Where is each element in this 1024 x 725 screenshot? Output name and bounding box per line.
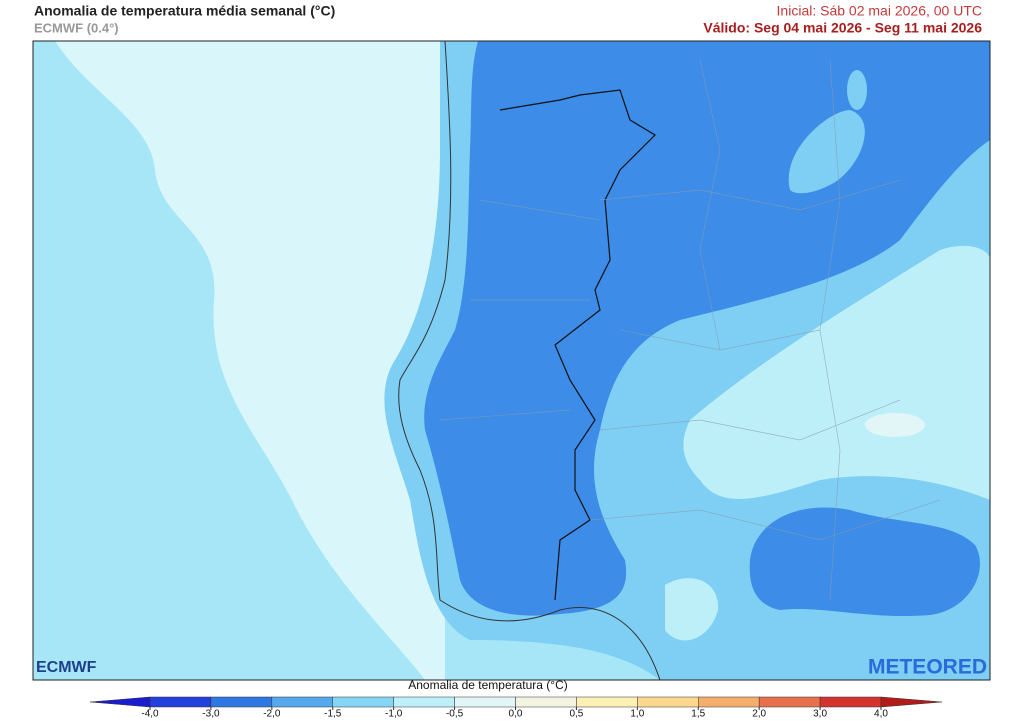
colorbar-segment bbox=[819, 696, 882, 708]
colorbar-tick-label: -4,0 bbox=[141, 709, 159, 720]
colorbar-segment bbox=[515, 696, 577, 708]
colorbar-tick-label: 2,0 bbox=[752, 709, 766, 720]
colorbar-tick-label: -3,0 bbox=[202, 709, 220, 720]
colorbar-segment bbox=[454, 696, 516, 708]
colorbar-tick-label: 0,0 bbox=[509, 709, 523, 720]
colorbar-segment bbox=[576, 696, 638, 708]
colorbar-tick-label: -1,5 bbox=[324, 709, 342, 720]
colorbar-segment bbox=[271, 696, 334, 708]
meteored-logo: METEORED bbox=[868, 656, 987, 679]
valid-date: Válido: Seg 04 mai 2026 - Seg 11 mai 202… bbox=[703, 20, 982, 36]
ecmwf-logo: ECMWF bbox=[36, 659, 97, 676]
subtitle: ECMWF (0.4°) bbox=[34, 20, 119, 35]
colorbar-tick-label: 3,0 bbox=[813, 709, 827, 720]
colorbar-segment bbox=[758, 696, 821, 708]
colorbar-tick-label: 1,5 bbox=[691, 709, 705, 720]
colorbar-tick-label: -2,0 bbox=[263, 709, 281, 720]
colorbar-segment bbox=[149, 696, 212, 708]
colorbar-title: Anomalia de temperatura (°C) bbox=[408, 678, 568, 692]
colorbar-tick-label: -0,5 bbox=[446, 709, 464, 720]
colorbar-segment bbox=[698, 696, 760, 708]
title: Anomalia de temperatura média semanal (°… bbox=[34, 3, 335, 19]
initial-date: Inicial: Sáb 02 mai 2026, 00 UTC bbox=[777, 3, 982, 19]
map: ECMWF METEORED bbox=[32, 40, 991, 681]
colorbar-segment bbox=[332, 696, 394, 708]
colorbar-tick-label: 4,0 bbox=[874, 709, 888, 720]
colorbar-segment bbox=[210, 696, 273, 708]
colorbar-arrow bbox=[89, 696, 151, 708]
colorbar-segment bbox=[393, 696, 455, 708]
colorbar: Anomalia de temperatura (°C) -4,0 -3,0 -2,… bbox=[89, 678, 943, 720]
colorbar-tick-label: -1,0 bbox=[385, 709, 403, 720]
colorbar-tick-label: 0,5 bbox=[569, 709, 583, 720]
colorbar-arrow bbox=[880, 696, 943, 708]
colorbar-tick-label: 1,0 bbox=[630, 709, 644, 720]
colorbar-segment bbox=[637, 696, 699, 708]
